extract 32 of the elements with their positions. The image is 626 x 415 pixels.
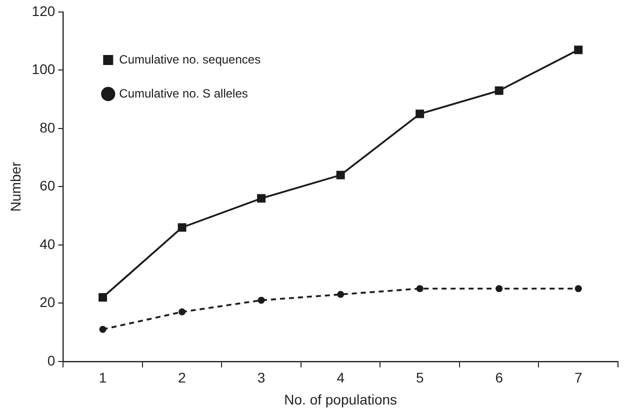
point [98, 293, 108, 302]
x-tick-label: 4 [336, 370, 345, 386]
point [494, 86, 504, 95]
point [337, 290, 344, 298]
point [574, 285, 582, 292]
legend-label: Cumulative no. S alleles [119, 86, 248, 100]
x-tick-label: 3 [257, 370, 266, 386]
x-axis-title: No. of populations [284, 391, 398, 408]
point [574, 46, 583, 54]
point [178, 308, 186, 316]
legend-label: Cumulative no. sequences [119, 52, 261, 66]
y-tick-label: 0 [47, 352, 56, 368]
point [257, 194, 266, 203]
y-tick-label: 100 [32, 61, 56, 78]
x-tick-label: 1 [98, 370, 107, 386]
x-tick-label: 5 [416, 370, 424, 386]
y-axis-title: Number [7, 161, 24, 212]
y-tick-label: 80 [40, 119, 56, 136]
point [416, 285, 424, 292]
point [336, 170, 345, 180]
y-tick-label: 60 [40, 178, 56, 194]
y-tick-label: 120 [32, 2, 56, 19]
x-tick-label: 7 [574, 370, 582, 386]
point [178, 223, 186, 232]
x-tick-label: 6 [495, 370, 504, 386]
y-tick-label: 40 [40, 236, 56, 252]
x-tick-label: 2 [178, 370, 186, 386]
point [258, 296, 265, 304]
point [416, 110, 424, 118]
point [496, 285, 503, 292]
point [99, 326, 106, 333]
y-tick-label: 20 [40, 294, 56, 310]
